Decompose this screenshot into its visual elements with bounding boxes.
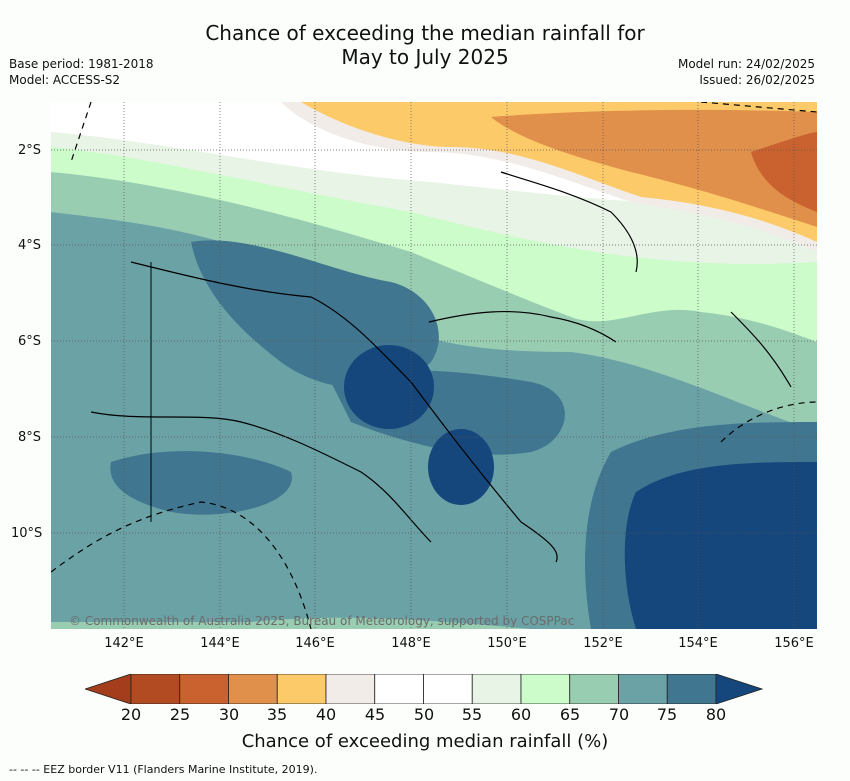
colorbar-tick: 50 (413, 705, 435, 724)
lat-label-2s: 2°S (18, 143, 42, 158)
copyright-notice: © Commonwealth of Australia 2025, Bureau… (69, 614, 575, 628)
colorbar-extend-high (715, 674, 764, 704)
contour-80-core-2 (428, 429, 494, 505)
eez-border-south (51, 501, 312, 629)
coastline-new-guinea-south (90, 411, 432, 543)
model-name: Model: ACCESS-S2 (9, 73, 121, 87)
colorbar-segment (325, 674, 376, 704)
colorbar-segment (520, 674, 571, 704)
colorbar-segment (276, 674, 327, 704)
coastline-new-ireland (500, 171, 638, 273)
colorbar-extend-low (85, 674, 132, 704)
lat-label-4s: 4°S (18, 238, 42, 253)
eez-border-north (700, 102, 817, 113)
base-period: Base period: 1981-2018 (9, 57, 154, 71)
colorbar (85, 674, 764, 704)
lon-label-156e: 156°E (774, 636, 814, 651)
colorbar-tick: 40 (315, 705, 337, 724)
colorbar-tick: 35 (266, 705, 288, 724)
run-info: Model run: 24/02/2025 Issued: 26/02/2025 (678, 56, 815, 88)
colorbar-segment (666, 674, 717, 704)
map-title-line1: Chance of exceeding the median rainfall … (205, 21, 645, 45)
graticule (51, 102, 817, 629)
contour-25-30 (751, 132, 817, 212)
colorbar-tick: 75 (656, 705, 678, 724)
contour-75-80-west (110, 451, 292, 515)
colorbar-segment (179, 674, 229, 704)
colorbar-tick: 60 (510, 705, 532, 724)
colorbar-segment (471, 674, 522, 704)
colorbar-tick: 45 (364, 705, 386, 724)
lat-label-8s: 8°S (18, 430, 42, 445)
lat-label-6s: 6°S (18, 334, 42, 349)
colorbar-segment (228, 674, 278, 704)
lon-label-150e: 150°E (487, 636, 527, 651)
lon-label-154e: 154°E (678, 636, 718, 651)
colorbar-segment (618, 674, 668, 704)
colorbar-tick: 25 (169, 705, 191, 724)
lon-label-152e: 152°E (583, 636, 623, 651)
eez-border-east (720, 401, 817, 443)
colorbar-tick: 30 (218, 705, 240, 724)
colorbar-segment (374, 674, 424, 704)
eez-legend-note: -- -- -- EEZ border V11 (Flanders Marine… (9, 763, 318, 776)
lon-label-148e: 148°E (391, 636, 431, 651)
lat-label-10s: 10°S (11, 526, 43, 541)
coastline-new-britain (428, 310, 617, 343)
colorbar-segment (423, 674, 473, 704)
lon-label-142e: 142°E (104, 636, 144, 651)
coastline-bougainville (730, 311, 792, 388)
model-info: Base period: 1981-2018 Model: ACCESS-S2 (9, 56, 154, 88)
colorbar-label: Chance of exceeding median rainfall (%) (241, 731, 609, 752)
lon-label-146e: 146°E (295, 636, 335, 651)
colorbar-segment (569, 674, 619, 704)
contour-80-core-3 (624, 462, 817, 629)
contour-80-core-1 (344, 345, 434, 429)
lon-label-144e: 144°E (200, 636, 240, 651)
colorbar-tick: 80 (705, 705, 727, 724)
colorbar-tick: 65 (559, 705, 581, 724)
model-run: Model run: 24/02/2025 (677, 57, 815, 71)
issued-date: Issued: 26/02/2025 (699, 73, 815, 87)
colorbar-tick: 55 (461, 705, 483, 724)
rainfall-probability-map (51, 102, 817, 629)
colorbar-tick: 70 (608, 705, 630, 724)
colorbar-tick: 20 (120, 705, 142, 724)
coastline-new-guinea-north (130, 261, 558, 563)
contour-30-35 (491, 109, 817, 227)
map-title-line2: May to July 2025 (341, 45, 509, 69)
colorbar-segment (130, 674, 181, 704)
